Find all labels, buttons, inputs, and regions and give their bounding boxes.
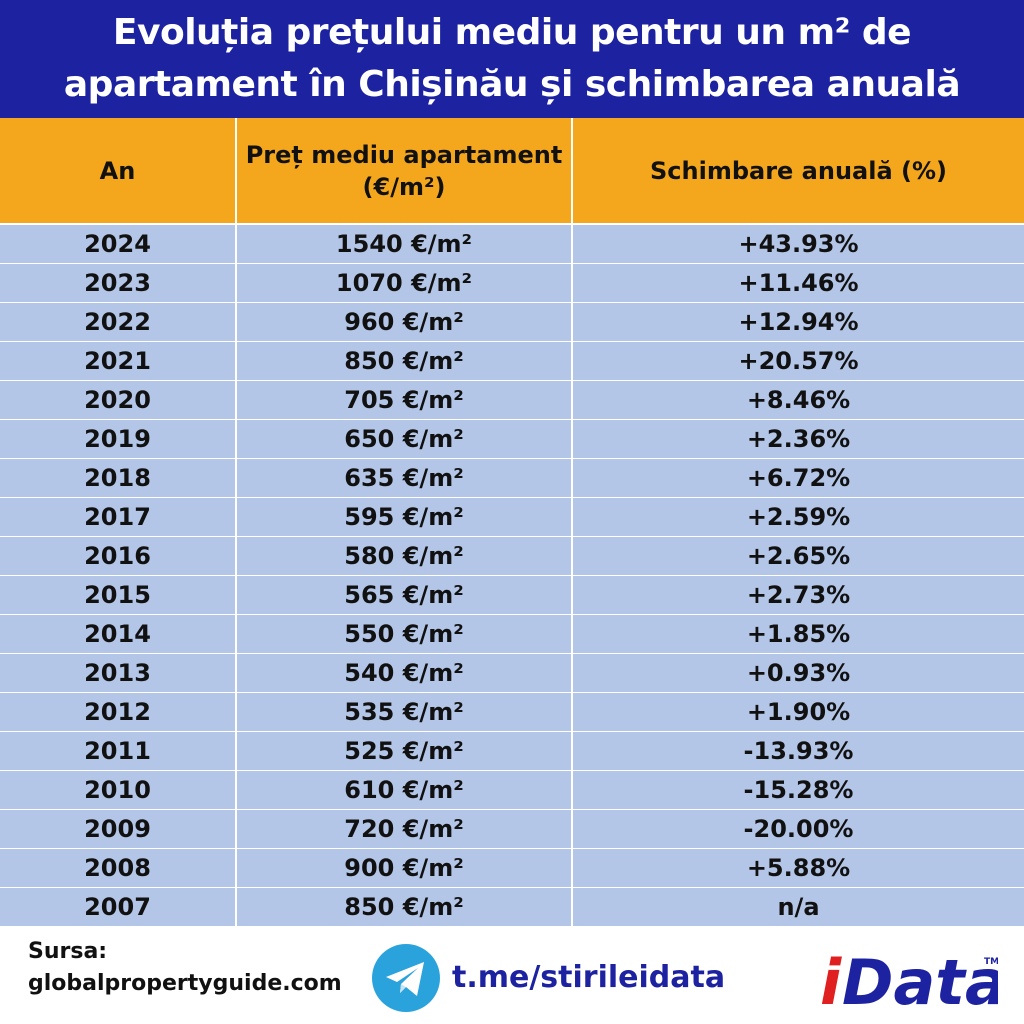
table-cell-change: +2.65%	[572, 536, 1024, 576]
footer: Sursa: globalpropertyguide.com t.me/stir…	[0, 926, 1024, 1024]
table-cell-price: 650 €/m²	[236, 419, 573, 459]
table-cell-change: +20.57%	[572, 341, 1024, 381]
table-row: 2012 535 €/m² +1.90%	[0, 692, 1024, 732]
table-cell-price: 850 €/m²	[236, 341, 573, 381]
table-cell-year: 2013	[0, 653, 237, 693]
brand-text-data: Data	[842, 946, 998, 1014]
source-label: Sursa:	[28, 939, 108, 964]
table-cell-year: 2011	[0, 731, 237, 771]
column-header-price-unit: (€/m²)	[362, 172, 446, 201]
table-cell-change: -13.93%	[572, 731, 1024, 771]
table-row: 2008 900 €/m² +5.88%	[0, 848, 1024, 888]
column-header-change: Schimbare anuală (%)	[572, 118, 1024, 224]
title-line-2: apartament în Chișinău și schimbarea anu…	[63, 64, 961, 105]
price-table: An Preț mediu apartament (€/m²) Schimbar…	[0, 118, 1024, 926]
table-cell-year: 2016	[0, 536, 237, 576]
table-cell-change: +2.73%	[572, 575, 1024, 615]
brand-tm: TM	[984, 957, 998, 967]
table-cell-change: +12.94%	[572, 302, 1024, 342]
source-site: globalpropertyguide.com	[28, 971, 342, 996]
table-cell-price: 580 €/m²	[236, 536, 573, 576]
table-cell-price: 1070 €/m²	[236, 263, 573, 303]
table-row: 2019 650 €/m² +2.36%	[0, 419, 1024, 459]
table-cell-year: 2017	[0, 497, 237, 537]
table-cell-change: +1.90%	[572, 692, 1024, 732]
table-header-row: An Preț mediu apartament (€/m²) Schimbar…	[0, 118, 1024, 224]
table-row: 2016 580 €/m² +2.65%	[0, 536, 1024, 576]
table-cell-year: 2008	[0, 848, 237, 888]
table-cell-change: +43.93%	[572, 223, 1024, 264]
table-cell-year: 2007	[0, 887, 237, 926]
table-cell-year: 2018	[0, 458, 237, 498]
table-cell-change: +0.93%	[572, 653, 1024, 693]
table-cell-year: 2023	[0, 263, 237, 303]
table-cell-change: +1.85%	[572, 614, 1024, 654]
column-header-year: An	[0, 118, 237, 224]
table-cell-year: 2009	[0, 809, 237, 849]
table-cell-price: 550 €/m²	[236, 614, 573, 654]
column-header-price-label: Preț mediu apartament	[245, 140, 563, 169]
table-row: 2009 720 €/m² -20.00%	[0, 809, 1024, 849]
table-row: 2021 850 €/m² +20.57%	[0, 341, 1024, 381]
table-cell-price: 610 €/m²	[236, 770, 573, 810]
table-cell-price: 635 €/m²	[236, 458, 573, 498]
svg-text:i: i	[820, 946, 842, 1014]
table-cell-change: +8.46%	[572, 380, 1024, 420]
table-cell-price: 595 €/m²	[236, 497, 573, 537]
table-cell-price: 535 €/m²	[236, 692, 573, 732]
table-cell-year: 2021	[0, 341, 237, 381]
table-row: 2017 595 €/m² +2.59%	[0, 497, 1024, 537]
table-row: 2015 565 €/m² +2.73%	[0, 575, 1024, 615]
table-row: 2024 1540 €/m² +43.93%	[0, 223, 1024, 264]
table-row: 2023 1070 €/m² +11.46%	[0, 263, 1024, 303]
table-row: 2007 850 €/m² n/a	[0, 887, 1024, 926]
table-row: 2018 635 €/m² +6.72%	[0, 458, 1024, 498]
idata-logo: i Data TM	[820, 946, 998, 1014]
table-cell-year: 2022	[0, 302, 237, 342]
table-cell-year: 2019	[0, 419, 237, 459]
table-cell-change: +2.59%	[572, 497, 1024, 537]
table-cell-price: 720 €/m²	[236, 809, 573, 849]
table-row: 2020 705 €/m² +8.46%	[0, 380, 1024, 420]
table-cell-price: 705 €/m²	[236, 380, 573, 420]
table-cell-price: 525 €/m²	[236, 731, 573, 771]
table-cell-price: 850 €/m²	[236, 887, 573, 926]
table-row: 2010 610 €/m² -15.28%	[0, 770, 1024, 810]
title-line-1: Evoluția prețului mediu pentru un m² de	[112, 12, 912, 53]
page-title: Evoluția prețului mediu pentru un m² de …	[0, 0, 1024, 118]
table-cell-year: 2010	[0, 770, 237, 810]
table-cell-change: -15.28%	[572, 770, 1024, 810]
table-cell-year: 2024	[0, 223, 237, 264]
table-row: 2011 525 €/m² -13.93%	[0, 731, 1024, 771]
table-row: 2013 540 €/m² +0.93%	[0, 653, 1024, 693]
table-cell-change: +11.46%	[572, 263, 1024, 303]
table-cell-price: 1540 €/m²	[236, 223, 573, 264]
table-cell-year: 2012	[0, 692, 237, 732]
table-cell-change: +6.72%	[572, 458, 1024, 498]
telegram-icon[interactable]	[372, 944, 440, 1012]
column-header-year-label: An	[99, 156, 136, 185]
table-cell-price: 960 €/m²	[236, 302, 573, 342]
table-cell-year: 2014	[0, 614, 237, 654]
table-cell-year: 2015	[0, 575, 237, 615]
table-cell-price: 900 €/m²	[236, 848, 573, 888]
telegram-link[interactable]: t.me/stirileidata	[452, 960, 726, 995]
table-cell-year: 2020	[0, 380, 237, 420]
table-row: 2014 550 €/m² +1.85%	[0, 614, 1024, 654]
table-cell-price: 540 €/m²	[236, 653, 573, 693]
column-header-change-label: Schimbare anuală (%)	[650, 156, 947, 185]
table-cell-change: n/a	[572, 887, 1024, 926]
table-cell-change: +5.88%	[572, 848, 1024, 888]
table-cell-change: -20.00%	[572, 809, 1024, 849]
table-cell-price: 565 €/m²	[236, 575, 573, 615]
column-header-price: Preț mediu apartament (€/m²)	[236, 118, 573, 224]
source-block: Sursa: globalpropertyguide.com	[28, 936, 342, 1000]
table-cell-change: +2.36%	[572, 419, 1024, 459]
table-body: 2024 1540 €/m² +43.93% 2023 1070 €/m² +11.46%…	[0, 223, 1024, 926]
table-row: 2022 960 €/m² +12.94%	[0, 302, 1024, 342]
